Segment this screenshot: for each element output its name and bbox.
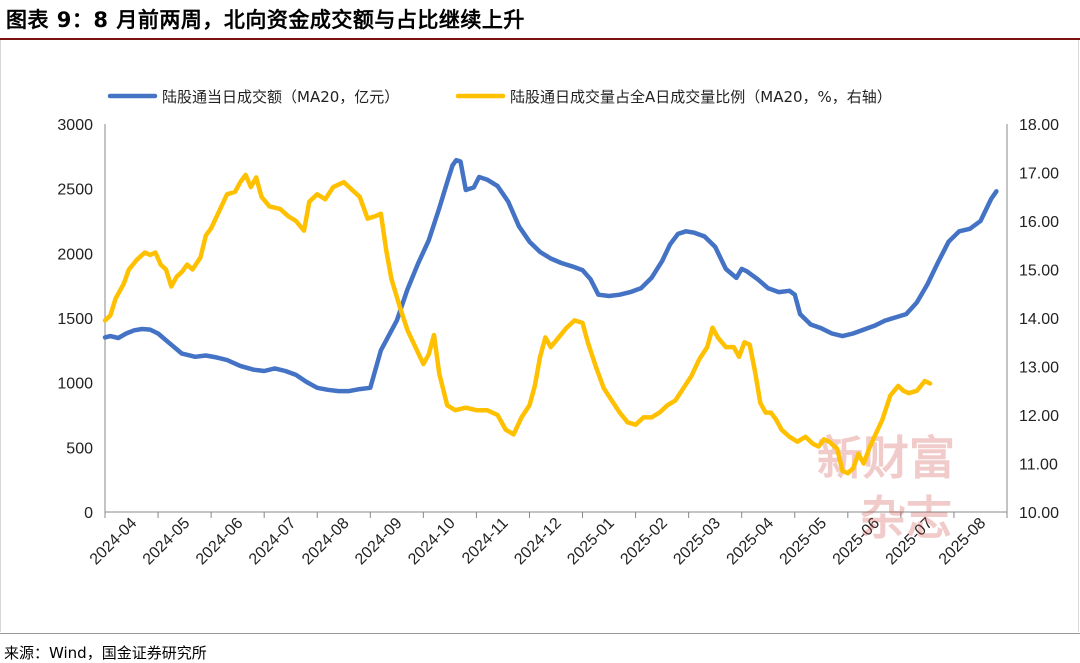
source-note: 来源：Wind，国金证券研究所 xyxy=(4,644,207,662)
chart-frame xyxy=(0,40,1079,632)
left-tick-label: 2500 xyxy=(57,182,93,199)
left-tick-label: 1000 xyxy=(57,376,93,393)
right-tick-label: 15.00 xyxy=(1019,263,1059,280)
source-divider xyxy=(0,633,1080,634)
series-line-turnover xyxy=(102,157,999,394)
x-tick-label: 2025-05 xyxy=(777,515,831,569)
right-tick-label: 16.00 xyxy=(1019,214,1059,231)
right-axis-ticks: 18.00 17.00 16.00 15.00 14.00 13.00 12.00 11.00… xyxy=(1019,117,1059,522)
x-tick-label: 2024-08 xyxy=(299,515,353,569)
x-tick-label: 2025-03 xyxy=(670,515,724,569)
right-tick-label: 10.00 xyxy=(1019,505,1059,522)
legend-label: 陆股通日成交量占全A日成交量比例（MA20，%，右轴） xyxy=(510,88,892,106)
left-tick-label: 3000 xyxy=(57,117,93,134)
x-tick-label: 2025-04 xyxy=(724,515,778,569)
x-tick-label: 2025-01 xyxy=(564,515,618,569)
watermark-group: 新财富 杂志 xyxy=(817,431,955,545)
x-tick-label: 2024-06 xyxy=(193,515,247,569)
x-tick-label: 2024-04 xyxy=(87,515,141,569)
left-tick-label: 1500 xyxy=(57,311,93,328)
right-tick-label: 18.00 xyxy=(1019,117,1059,134)
series-line-share xyxy=(102,172,933,476)
right-tick-label: 11.00 xyxy=(1019,457,1058,474)
watermark-line-2: 杂志 xyxy=(860,491,952,545)
left-tick-label: 500 xyxy=(66,440,93,457)
x-tick-label: 2024-10 xyxy=(405,515,459,569)
legend: 陆股通当日成交额（MA20，亿元） 陆股通日成交量占全A日成交量比例（MA20，%… xyxy=(107,88,892,106)
chart-title: 图表 9：8 月前两周，北向资金成交额与占比继续上升 xyxy=(6,8,525,32)
right-tick-label: 17.00 xyxy=(1019,166,1059,183)
x-tick-label: 2024-05 xyxy=(140,515,194,569)
title-divider xyxy=(0,38,1080,40)
legend-label: 陆股通当日成交额（MA20，亿元） xyxy=(162,88,399,106)
right-tick-label: 14.00 xyxy=(1019,311,1059,328)
right-tick-label: 13.00 xyxy=(1019,360,1059,377)
left-tick-label: 2000 xyxy=(57,246,93,263)
x-tick-label: 2024-09 xyxy=(352,515,406,569)
x-tick-label: 2024-11 xyxy=(459,515,512,568)
x-tick-label: 2024-07 xyxy=(246,515,300,569)
x-tick-label: 2024-12 xyxy=(511,515,565,569)
series-layer xyxy=(102,157,999,476)
left-axis-ticks: 3000 2500 2000 1500 1000 500 0 xyxy=(57,117,93,522)
x-tick-label: 2025-02 xyxy=(617,515,671,569)
left-tick-label: 0 xyxy=(84,505,93,522)
right-tick-label: 12.00 xyxy=(1019,408,1059,425)
